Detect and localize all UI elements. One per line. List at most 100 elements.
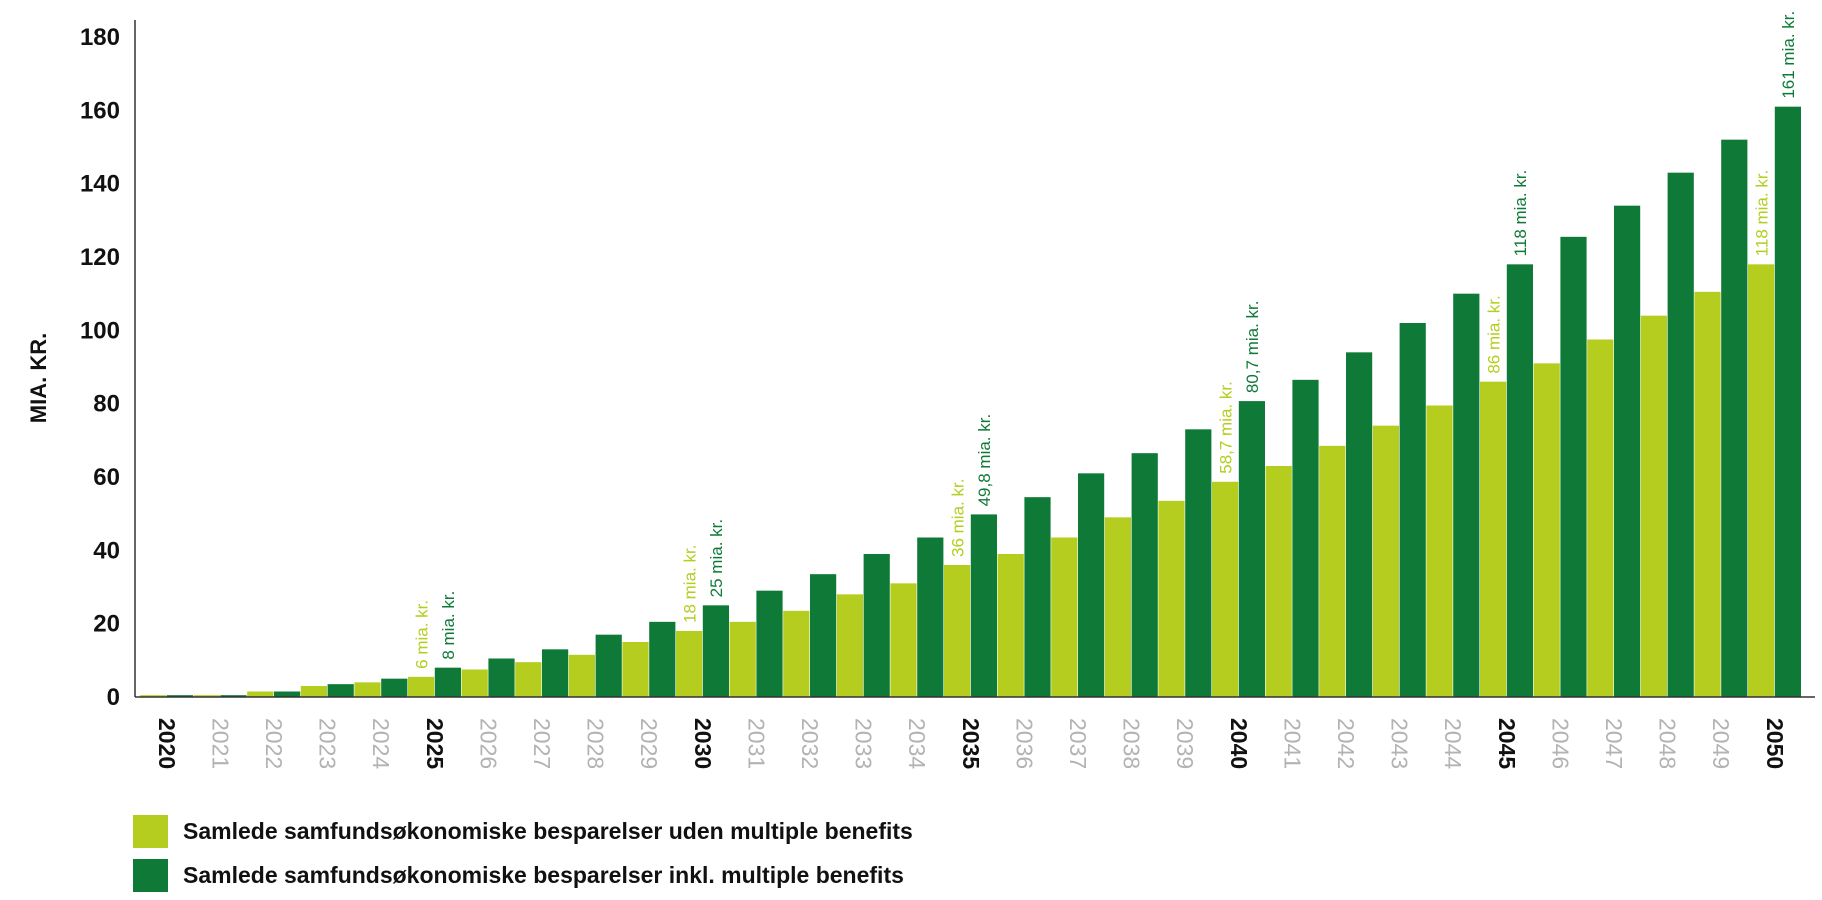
x-tick-label: 2024: [368, 718, 394, 769]
y-tick-label: 0: [107, 684, 120, 711]
data-label: 25 mia. kr.: [707, 519, 726, 597]
x-tick-label: 2042: [1333, 718, 1359, 769]
bar-uden-multiple-benefits: [1265, 466, 1292, 697]
bar-uden-multiple-benefits: [1587, 339, 1614, 697]
data-label: 6 mia. kr.: [412, 600, 431, 669]
x-tick-label: 2020: [154, 718, 180, 769]
bar-inkl-multiple-benefits: [702, 605, 729, 697]
bar-inkl-multiple-benefits: [595, 634, 622, 697]
bar-inkl-multiple-benefits: [327, 684, 354, 697]
bar-uden-multiple-benefits: [1640, 315, 1667, 697]
bar-uden-multiple-benefits: [1372, 425, 1399, 697]
bar-inkl-multiple-benefits: [649, 621, 676, 697]
bar-inkl-multiple-benefits: [1185, 429, 1212, 697]
bar-inkl-multiple-benefits: [274, 691, 301, 697]
y-tick-label: 120: [80, 244, 120, 271]
x-tick-label: 2031: [743, 718, 769, 769]
x-tick-label: 2022: [261, 718, 287, 769]
data-label: 58,7 mia. kr.: [1216, 381, 1235, 474]
x-tick-label: 2050: [1762, 718, 1788, 769]
bar-uden-multiple-benefits: [783, 610, 810, 697]
data-label: 118 mia. kr.: [1511, 170, 1530, 257]
x-tick-label: 2029: [636, 718, 662, 769]
bar-uden-multiple-benefits: [1158, 500, 1185, 697]
bar-inkl-multiple-benefits: [1560, 236, 1587, 698]
y-tick-label: 20: [93, 611, 120, 638]
data-label: 8 mia. kr.: [439, 591, 458, 660]
data-labels: 6 mia. kr. 8 mia. kr. 18 mia. kr. 25 mia. k…: [412, 11, 1798, 669]
x-tick-label: 2038: [1119, 718, 1145, 769]
bar-inkl-multiple-benefits: [1238, 401, 1265, 697]
x-tick-label: 2027: [529, 718, 555, 769]
bar-inkl-multiple-benefits: [917, 537, 944, 697]
bar-uden-multiple-benefits: [890, 583, 917, 697]
bar-uden-multiple-benefits: [1694, 291, 1721, 697]
x-tick-label: 2037: [1065, 718, 1091, 769]
bar-uden-multiple-benefits: [1104, 517, 1131, 697]
y-axis-label: MIA. KR.: [26, 333, 51, 423]
legend-swatch-light-green: [133, 814, 168, 848]
bar-uden-multiple-benefits: [568, 654, 595, 697]
bar-inkl-multiple-benefits: [970, 514, 997, 697]
x-axis: 2020 2021 2022 2023 2024 2025 2026 2027 2028 2029…: [135, 696, 1815, 769]
bar-uden-multiple-benefits: [1480, 381, 1507, 697]
bar-inkl-multiple-benefits: [1721, 139, 1748, 697]
bar-uden-multiple-benefits: [247, 691, 274, 697]
bar-inkl-multiple-benefits: [542, 649, 569, 697]
x-tick-label: 2047: [1601, 718, 1627, 769]
bar-inkl-multiple-benefits: [220, 695, 247, 697]
bar-uden-multiple-benefits: [676, 631, 703, 697]
bar-inkl-multiple-benefits: [863, 554, 890, 697]
x-tick-label: 2041: [1279, 718, 1305, 769]
x-tick-label: 2043: [1387, 718, 1413, 769]
bar-uden-multiple-benefits: [515, 662, 542, 697]
legend: Samlede samfundsøkonomiske besparelser u…: [133, 812, 913, 900]
bar-inkl-multiple-benefits: [1667, 172, 1694, 697]
x-tick-label: 2033: [851, 718, 877, 769]
legend-label: Samlede samfundsøkonomiske besparelser u…: [183, 817, 913, 844]
bar-inkl-multiple-benefits: [1131, 453, 1158, 697]
bar-uden-multiple-benefits: [997, 554, 1024, 697]
bar-inkl-multiple-benefits: [1453, 293, 1480, 697]
x-tick-label: 2034: [904, 718, 930, 769]
bar-uden-multiple-benefits: [354, 682, 381, 697]
bar-uden-multiple-benefits: [1533, 363, 1560, 697]
bar-uden-multiple-benefits: [461, 669, 488, 697]
y-axis: 0 20 40 60 80 100 120 140 160 180: [80, 20, 136, 711]
x-tick-label: 2030: [690, 718, 716, 769]
bar-uden-multiple-benefits: [300, 686, 327, 697]
x-tick-label: 2046: [1547, 718, 1573, 769]
x-tick-label: 2039: [1172, 718, 1198, 769]
bar-inkl-multiple-benefits: [1024, 497, 1051, 697]
bar-uden-multiple-benefits: [1051, 537, 1078, 697]
x-tick-label: 2040: [1226, 718, 1252, 769]
x-tick-label: 2025: [422, 718, 448, 769]
data-label: 161 mia. kr.: [1779, 11, 1798, 99]
x-tick-label: 2045: [1494, 718, 1520, 769]
legend-item-uden: Samlede samfundsøkonomiske besparelser u…: [133, 812, 913, 850]
bar-uden-multiple-benefits: [408, 676, 435, 697]
x-tick-label: 2023: [315, 718, 341, 769]
x-tick-label: 2049: [1708, 718, 1734, 769]
bar-uden-multiple-benefits: [193, 695, 220, 697]
legend-item-inkl: Samlede samfundsøkonomiske besparelser i…: [133, 856, 913, 894]
legend-label: Samlede samfundsøkonomiske besparelser i…: [183, 861, 904, 888]
bar-uden-multiple-benefits: [1748, 264, 1775, 697]
legend-swatch-dark-green: [133, 858, 168, 892]
bar-inkl-multiple-benefits: [756, 590, 783, 697]
bar-inkl-multiple-benefits: [434, 667, 461, 697]
y-tick-label: 100: [80, 317, 120, 344]
x-tick-label: 2048: [1655, 718, 1681, 769]
y-tick-label: 40: [93, 537, 120, 564]
bar-uden-multiple-benefits: [836, 594, 863, 697]
bar-inkl-multiple-benefits: [810, 574, 837, 697]
x-tick-label: 2032: [797, 718, 823, 769]
data-label: 49,8 mia. kr.: [975, 414, 994, 507]
x-tick-label: 2021: [207, 718, 233, 769]
data-label: 80,7 mia. kr.: [1243, 300, 1262, 393]
y-tick-label: 60: [93, 464, 120, 491]
bar-uden-multiple-benefits: [1426, 405, 1453, 697]
y-tick-label: 180: [80, 24, 120, 51]
bar-inkl-multiple-benefits: [1399, 323, 1426, 697]
